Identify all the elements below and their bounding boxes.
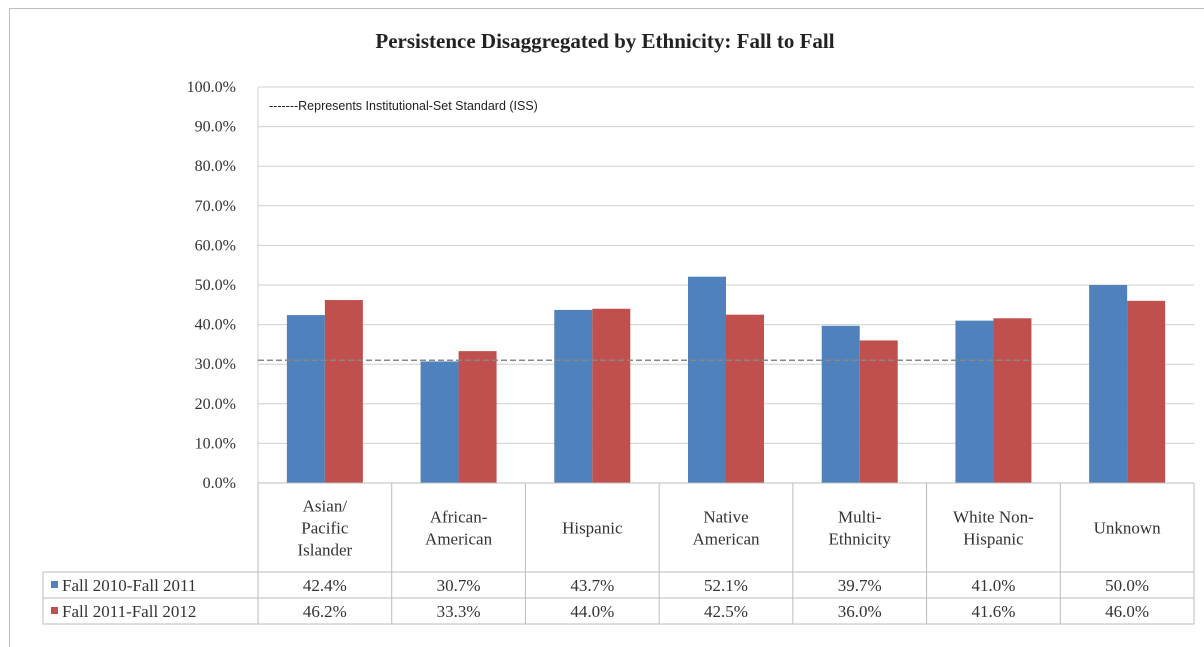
table-cell-value: 43.7%	[570, 576, 614, 595]
category-label: American	[425, 530, 493, 549]
iss-annotation: -------Represents Institutional-Set Stan…	[269, 99, 538, 113]
bar-fall-2011-2012	[859, 340, 898, 483]
legend-swatch	[51, 581, 58, 588]
table-cell-value: 44.0%	[570, 602, 614, 621]
y-tick-label: 80.0%	[195, 158, 236, 175]
y-tick-label: 40.0%	[195, 317, 236, 334]
bar-fall-2011-2012	[993, 318, 1032, 483]
bar-fall-2010-2011	[286, 315, 325, 483]
table-cell-value: 42.4%	[303, 576, 347, 595]
legend-swatch	[51, 607, 58, 614]
bar-fall-2010-2011	[1089, 285, 1128, 483]
category-label: Pacific	[301, 519, 349, 538]
data-table: Asian/Pacific Islander African- American His…	[42, 482, 1195, 625]
bar-fall-2010-2011	[821, 325, 860, 483]
table-cell-value: 52.1%	[704, 576, 748, 595]
y-tick-label: 60.0%	[195, 237, 236, 254]
bar-fall-2011-2012	[1127, 300, 1166, 483]
bar-fall-2010-2011	[955, 320, 994, 483]
bar-fall-2011-2012	[324, 300, 363, 483]
category-label: African-	[430, 508, 488, 527]
bar-fall-2010-2011	[554, 309, 593, 483]
table-cell-value: 42.5%	[704, 602, 748, 621]
bar-fall-2011-2012	[592, 308, 631, 483]
y-tick-label: 30.0%	[195, 356, 236, 373]
chart-frame	[9, 8, 1204, 647]
category-label: Unknown	[1094, 519, 1162, 538]
table-cell-value: 50.0%	[1105, 576, 1149, 595]
bar-fall-2010-2011	[688, 276, 726, 483]
category-label: Ethnicity	[829, 530, 892, 549]
bar-fall-2010-2011	[420, 361, 459, 483]
category-label: Hispanic	[963, 530, 1024, 549]
category-label: Asian/	[303, 497, 348, 516]
table-cell-value: 46.2%	[303, 602, 347, 621]
legend-label: Fall 2011-Fall 2012	[62, 602, 196, 621]
category-label: Native	[703, 508, 748, 527]
category-label: Multi-	[838, 508, 882, 527]
category-label: White Non-	[953, 508, 1034, 527]
y-tick-label: 10.0%	[195, 435, 236, 452]
table-cell-value: 36.0%	[838, 602, 882, 621]
y-tick-label: 70.0%	[195, 198, 236, 215]
table-cell-value: 41.0%	[971, 576, 1015, 595]
y-tick-label: 90.0%	[195, 119, 236, 136]
table-cell-value: 39.7%	[838, 576, 882, 595]
table-cell-value: 46.0%	[1105, 602, 1149, 621]
table-cell-value: 30.7%	[437, 576, 481, 595]
category-label: American	[692, 530, 760, 549]
category-label: Hispanic	[562, 519, 623, 538]
legend-label: Fall 2010-Fall 2011	[62, 576, 196, 595]
y-axis-ticks: 0.0% 10.0% 20.0% 30.0% 40.0% 50.0% 60.0% 70.0% 8…	[187, 79, 236, 492]
table-cell-value: 41.6%	[971, 602, 1015, 621]
bar-fall-2011-2012	[458, 351, 497, 483]
y-tick-label: 100.0%	[187, 79, 236, 96]
category-label: Islander	[297, 541, 352, 560]
chart-title: Persistence Disaggregated by Ethnicity: …	[375, 29, 834, 53]
bars	[286, 276, 1166, 483]
y-tick-label: 50.0%	[195, 277, 236, 294]
y-tick-label: 0.0%	[203, 475, 236, 492]
bar-fall-2011-2012	[726, 314, 764, 483]
y-tick-label: 20.0%	[195, 396, 236, 413]
table-cell-value: 33.3%	[437, 602, 481, 621]
